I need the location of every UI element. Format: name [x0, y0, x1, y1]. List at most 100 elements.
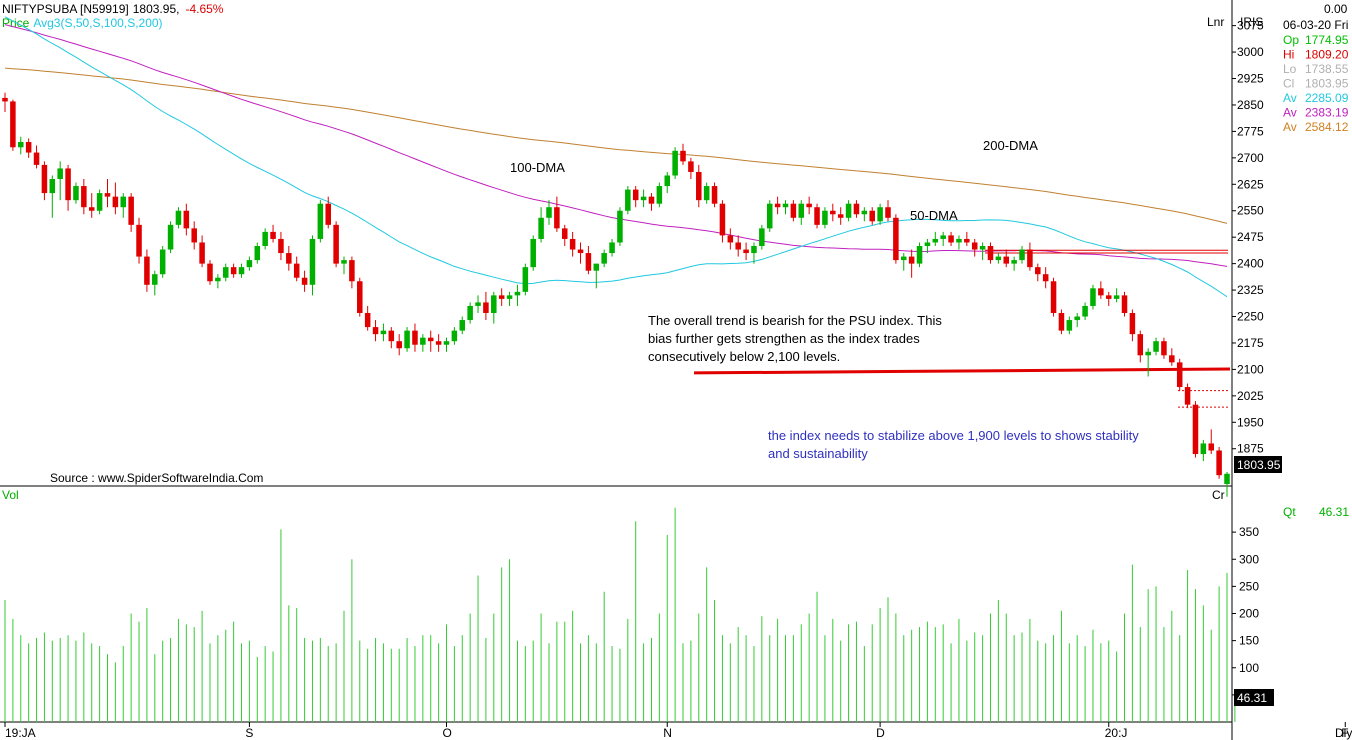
price-tick-label: 2850	[1237, 98, 1264, 112]
info-row-value: 2383.19	[1305, 106, 1349, 120]
candlestick	[530, 235, 536, 271]
candlestick	[1184, 383, 1191, 409]
last-volume-tag-bg	[1234, 689, 1274, 706]
date-tick-label: 20:J	[1105, 726, 1128, 740]
candlestick	[561, 224, 568, 246]
info-row-label: Lo	[1283, 62, 1297, 76]
candlestick	[1105, 291, 1112, 306]
candlestick	[1042, 267, 1049, 289]
candlestick	[293, 256, 300, 282]
candlestick	[104, 179, 111, 208]
candlestick	[1145, 348, 1151, 377]
scale-mode-label[interactable]: Lnr	[1207, 15, 1224, 29]
period-label[interactable]: Dly	[1335, 726, 1352, 740]
candlestick	[10, 99, 16, 151]
candlestick	[625, 186, 631, 215]
candlestick	[112, 182, 119, 215]
candlestick	[1011, 256, 1017, 271]
candlestick	[964, 231, 970, 246]
candlestick	[1121, 291, 1128, 317]
candlestick	[2, 92, 8, 113]
candlestick	[617, 207, 623, 246]
candlestick	[798, 200, 805, 225]
candlestick	[246, 256, 253, 271]
candlestick	[175, 207, 182, 229]
candlestick	[25, 138, 32, 158]
price-tick-label: 2775	[1237, 124, 1264, 138]
candlestick	[420, 334, 426, 352]
candlestick	[388, 327, 395, 349]
volume-tick-label: 150	[1239, 634, 1259, 648]
candlestick	[987, 242, 994, 264]
volume-label: Vol	[2, 488, 19, 502]
candlestick	[672, 147, 678, 180]
candlestick	[538, 207, 544, 243]
price-tick-label: 2700	[1237, 151, 1264, 165]
info-date: 06-03-20 Fri	[1283, 18, 1348, 32]
annotation-50-dma: 50-DMA	[910, 208, 958, 223]
info-rows: Op 1774.95 Hi 1809.20 Lo 1738.55 Cl 1803.95 Av 22…	[1283, 33, 1349, 134]
candlestick	[1129, 309, 1136, 342]
ma-50-line	[4, 16, 1228, 298]
candlestick	[459, 316, 466, 335]
info-top-value: 0.00	[1324, 2, 1348, 16]
candlestick	[680, 143, 686, 165]
candlestick	[1098, 281, 1104, 299]
candlestick	[1200, 439, 1207, 462]
candlesticks	[2, 92, 1230, 497]
candlestick	[585, 246, 592, 275]
date-tick-label: N	[663, 726, 672, 740]
date-tick-label: F	[1341, 726, 1348, 740]
candlestick	[908, 249, 915, 278]
volume-tick-label: 350	[1239, 525, 1259, 539]
candlestick	[286, 246, 292, 271]
candlestick	[727, 228, 734, 250]
last-volume-tag: 46.31	[1237, 691, 1267, 705]
candlestick	[593, 263, 600, 289]
volume-tick-label: 250	[1239, 579, 1259, 593]
candlestick	[1176, 358, 1183, 391]
volume-axis-ticks: 35030025020015010050	[1232, 525, 1259, 702]
candlestick	[333, 221, 339, 268]
price-tick-label: 1950	[1237, 415, 1264, 429]
volume-tick-label: 100	[1239, 661, 1259, 675]
info-row-label: Hi	[1283, 48, 1294, 62]
candlestick	[349, 256, 355, 289]
candlestick	[317, 200, 324, 243]
candlestick	[1137, 330, 1144, 363]
candlestick	[120, 193, 127, 218]
price-tick-label: 1875	[1237, 442, 1264, 456]
candlestick	[467, 302, 473, 324]
candlestick	[956, 235, 962, 250]
ma-200-line	[4, 67, 1228, 224]
candlestick	[18, 136, 24, 155]
candlestick	[822, 207, 828, 229]
candlestick	[404, 327, 410, 352]
candlestick	[688, 157, 694, 180]
candlestick	[412, 323, 418, 352]
candlestick	[96, 189, 103, 215]
candlestick	[932, 231, 939, 246]
indicator-name-label: IRIS	[1240, 15, 1263, 29]
candlestick	[632, 186, 639, 208]
info-row-label: Op	[1283, 33, 1299, 47]
candlestick	[948, 231, 954, 246]
candlestick	[1153, 337, 1159, 356]
candlestick	[1003, 249, 1010, 268]
candlestick	[167, 221, 174, 254]
candlestick	[916, 242, 923, 268]
date-tick-label: D	[876, 726, 885, 740]
candlestick	[1082, 302, 1088, 321]
candlestick	[790, 200, 797, 222]
candlestick	[262, 228, 268, 250]
candlestick	[861, 207, 868, 222]
annotation-100-dma: 100-DMA	[510, 160, 565, 175]
candlestick	[514, 284, 521, 306]
candlestick	[301, 270, 308, 292]
candlestick	[743, 242, 749, 261]
candlestick	[719, 200, 726, 243]
info-row-value: 1809.20	[1305, 48, 1349, 62]
candlestick	[380, 323, 387, 342]
candlestick	[782, 200, 789, 215]
